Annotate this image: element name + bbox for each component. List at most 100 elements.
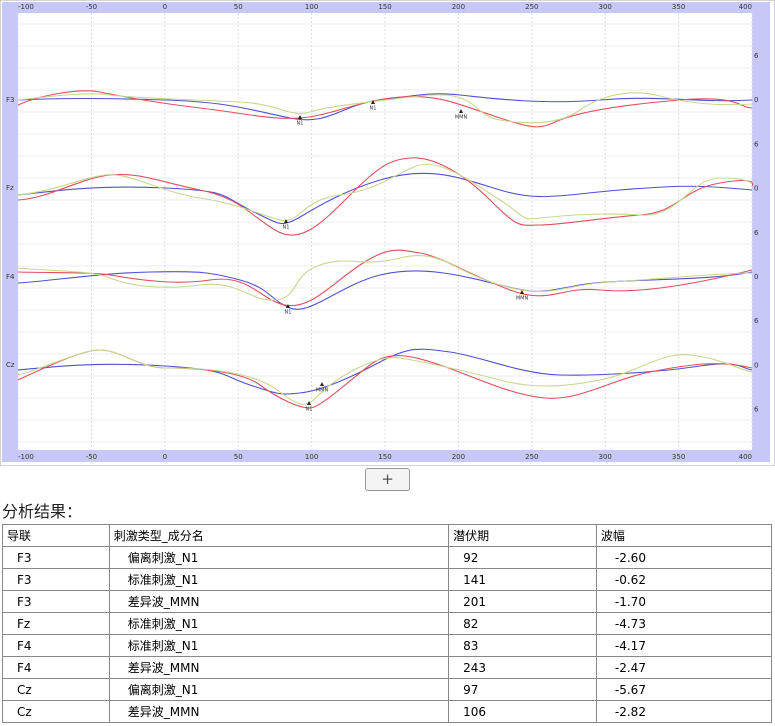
x-tick-label: 300 [599, 3, 612, 11]
cell: -0.62 [595, 568, 773, 591]
cell: F3 [2, 590, 110, 613]
cell: 偏离刺激_N1 [108, 678, 450, 701]
data-row: F4 差异波_MMN 243 -2.47 [2, 656, 773, 679]
x-tick-label: 200 [452, 3, 465, 11]
x-tick-label: 250 [525, 453, 538, 461]
cell: Fz [2, 612, 110, 635]
data-row: Cz 偏离刺激_N1 97 -5.67 [2, 678, 773, 701]
marker-label: MMN [455, 115, 468, 121]
data-row: F4 标准刺激_N1 83 -4.17 [2, 634, 773, 657]
data-row: F3 偏离刺激_N1 92 -2.60 [2, 546, 773, 569]
x-tick-label: 400 [739, 453, 752, 461]
cell: F4 [2, 634, 110, 657]
header-row: 导联 刺激类型_成分名 潜伏期 波幅 [2, 524, 773, 547]
x-tick-label: 0 [163, 3, 167, 11]
x-tick-label: 300 [599, 453, 612, 461]
right-label: 0 [754, 361, 758, 369]
section-title: 分析结果： [2, 502, 83, 521]
cell: 83 [448, 634, 597, 657]
cell: F3 [2, 546, 110, 569]
waveform-plot: -100 -100 -50 -50 0 0 50 50 100 100 150 150 200 200 25… [0, 0, 775, 466]
channel-label: Fz [6, 184, 14, 192]
marker-label: N1 [283, 225, 290, 231]
cell: 82 [448, 612, 597, 635]
x-tick-label: -100 [18, 3, 34, 11]
right-label: 6 [754, 52, 759, 60]
cell: -5.67 [595, 678, 773, 701]
right-label: 0 [754, 96, 758, 104]
cell: 差异波_MMN [108, 700, 450, 723]
marker [459, 109, 463, 113]
cell: Cz [2, 678, 110, 701]
wave [17, 270, 753, 310]
right-label: 0 [754, 273, 758, 281]
channel-label: F4 [6, 273, 15, 281]
marker [286, 304, 290, 308]
cell: 141 [448, 568, 597, 591]
cell: -2.47 [595, 656, 773, 679]
marker-label: MMN [316, 388, 329, 394]
marker [284, 219, 288, 223]
bottom-axis [18, 450, 752, 462]
data-row: F3 标准刺激_N1 141 -0.62 [2, 568, 773, 591]
cell: 刺激类型_成分名 [108, 524, 450, 547]
cell: 标准刺激_N1 [108, 634, 450, 657]
x-tick-label: -50 [86, 3, 97, 11]
x-tick-label: -50 [86, 453, 97, 461]
wave [17, 92, 753, 124]
cell: Cz [2, 700, 110, 723]
x-tick-label: 100 [305, 453, 318, 461]
right-label: 6 [754, 317, 759, 325]
wave [17, 157, 754, 236]
marker-label: N1 [370, 106, 377, 112]
marker-label: N1 [306, 407, 313, 413]
wave [17, 254, 753, 301]
marker-label: MMN [516, 296, 529, 302]
cell: 差异波_MMN [108, 656, 450, 679]
marker [520, 290, 524, 294]
data-row: Fz 标准刺激_N1 82 -4.73 [2, 612, 773, 635]
top-axis [18, 2, 752, 13]
cell: F4 [2, 656, 110, 679]
add-button[interactable]: + [365, 468, 410, 491]
right-label: 6 [754, 229, 759, 237]
right-label: 0 [754, 185, 758, 193]
cell: 92 [448, 546, 597, 569]
x-tick-label: 50 [234, 3, 243, 11]
cell: 导联 [2, 524, 110, 547]
marker [298, 115, 302, 119]
right-label: 6 [754, 140, 759, 148]
cell: 201 [448, 590, 597, 613]
cell: -2.60 [595, 546, 773, 569]
cell: 潜伏期 [448, 524, 597, 547]
x-tick-label: 0 [163, 453, 167, 461]
x-tick-label: 250 [525, 3, 538, 11]
marker-label: N1 [285, 310, 292, 316]
wave [17, 172, 753, 225]
cell: 差异波_MMN [108, 590, 450, 613]
grid [17, 13, 753, 450]
x-tick-label: 400 [739, 3, 752, 11]
x-tick-label: 350 [672, 453, 685, 461]
x-tick-label: 50 [234, 453, 243, 461]
marker-label: N1 [297, 121, 304, 127]
waves [17, 90, 754, 409]
cell: 243 [448, 656, 597, 679]
x-tick-label: 150 [378, 453, 391, 461]
cell: -2.82 [595, 700, 773, 723]
cell: F3 [2, 568, 110, 591]
cell: 106 [448, 700, 597, 723]
x-tick-label: 350 [672, 3, 685, 11]
right-label: 6 [754, 406, 759, 414]
result-table: 导联 刺激类型_成分名 潜伏期 波幅 F3 偏离刺激_N1 92 -2.60 F3 标准刺激_N1… [2, 524, 773, 723]
cell: 波幅 [595, 524, 773, 547]
marker [307, 401, 311, 405]
cell: 标准刺激_N1 [108, 568, 450, 591]
plot-frame [0, 0, 775, 466]
x-tick-label: 150 [378, 3, 391, 11]
cell: -1.70 [595, 590, 773, 613]
x-tick-label: 200 [452, 453, 465, 461]
wave [17, 163, 753, 222]
data-row: Cz 差异波_MMN 106 -2.82 [2, 700, 773, 723]
